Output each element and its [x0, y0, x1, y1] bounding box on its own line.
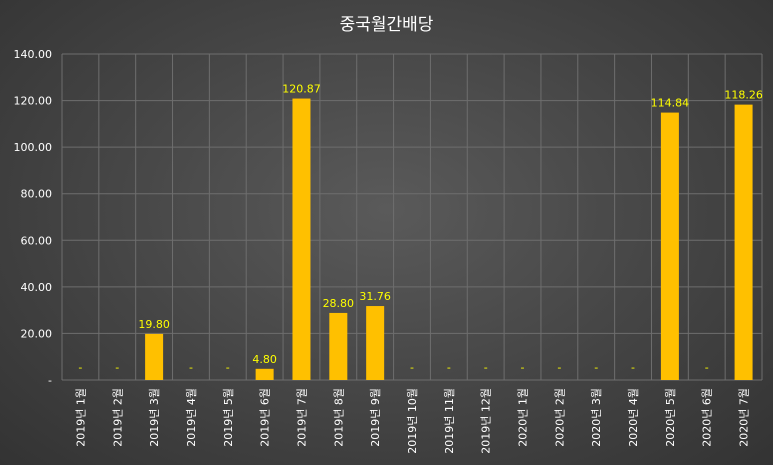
data-label: 28.80: [323, 297, 355, 310]
bar: [145, 333, 164, 380]
bar: [734, 104, 753, 381]
bar: [255, 368, 274, 380]
x-tick-label: 2020년 1월: [517, 388, 530, 447]
x-tick-label: 2020년 6월: [701, 388, 714, 447]
x-tick-label: 2019년 5월: [222, 388, 235, 447]
data-label: -: [78, 361, 82, 374]
data-label: -: [484, 361, 488, 374]
x-tick-label: 2019년 8월: [332, 388, 345, 447]
data-label: -: [189, 361, 193, 374]
x-tick-label: 2020년 3월: [590, 388, 603, 447]
data-label: 19.80: [138, 318, 170, 331]
x-tick-label: 2019년 9월: [369, 388, 382, 447]
data-label: -: [631, 361, 635, 374]
y-tick-label: -: [48, 374, 52, 387]
bar: [660, 112, 679, 381]
bar: [292, 98, 311, 381]
y-tick-label: 20.00: [21, 327, 53, 340]
data-label: -: [226, 361, 230, 374]
x-tick-label: 2019년 4월: [185, 388, 198, 447]
x-tick-label: 2019년 10월: [406, 388, 419, 454]
data-label: -: [594, 361, 598, 374]
data-label: -: [410, 361, 414, 374]
data-label: -: [115, 361, 119, 374]
data-label: 114.84: [651, 97, 690, 110]
y-tick-label: 60.00: [21, 234, 53, 247]
data-label: 4.80: [252, 353, 277, 366]
y-tick-label: 40.00: [21, 281, 53, 294]
x-tick-label: 2020년 5월: [664, 388, 677, 447]
y-tick-label: 140.00: [14, 48, 53, 61]
data-label: -: [557, 361, 561, 374]
x-tick-label: 2020년 2월: [553, 388, 566, 447]
data-label: 31.76: [359, 290, 391, 303]
y-tick-label: 100.00: [14, 141, 53, 154]
x-tick-label: 2019년 3월: [148, 388, 161, 447]
x-tick-label: 2019년 12월: [480, 388, 493, 454]
x-tick-label: 2020년 4월: [627, 388, 640, 447]
data-label: 120.87: [282, 83, 321, 96]
x-tick-label: 2019년 11월: [443, 388, 456, 454]
x-tick-label: 2019년 7월: [295, 388, 308, 447]
chart-title: 중국월간배당: [339, 15, 434, 35]
x-tick-label: 2019년 1월: [74, 388, 87, 447]
bar: [366, 306, 385, 380]
data-label: -: [521, 361, 525, 374]
x-tick-label: 2019년 2월: [111, 388, 124, 447]
data-label: -: [447, 361, 451, 374]
bar: [329, 312, 348, 380]
y-tick-label: 80.00: [21, 188, 53, 201]
x-tick-label: 2019년 6월: [259, 388, 272, 447]
data-label: 118.26: [724, 89, 763, 102]
y-tick-label: 120.00: [14, 95, 53, 108]
data-label: -: [705, 361, 709, 374]
x-tick-label: 2020년 7월: [738, 388, 751, 447]
